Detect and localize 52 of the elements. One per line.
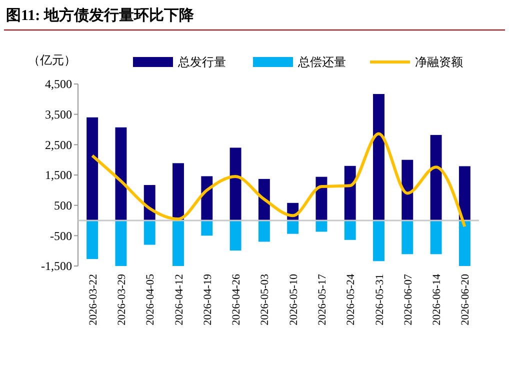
bar [230,148,242,220]
y-tick-label: 4,500 [45,77,72,92]
bar [316,176,328,220]
x-tick-label: 2026-05-24 [345,274,358,326]
y-tick-label: -1,500 [41,259,72,274]
bar [430,220,442,254]
bar [86,220,98,260]
bar [402,160,414,220]
bar [115,220,127,266]
bar [344,220,356,240]
bar [402,220,414,254]
bar [458,220,470,266]
x-tick-label: 2026-06-07 [402,274,414,326]
y-tick-label: 2,500 [45,138,72,152]
bar [144,220,156,245]
y-tick-label: 1,500 [45,168,72,182]
bar [115,127,127,220]
bar [230,220,242,251]
line-series [90,132,466,228]
bar [373,94,384,220]
x-tick-label: 2026-03-22 [87,274,100,326]
bar [86,117,98,220]
legend-label: 净融资额 [415,55,463,70]
bar [172,163,184,220]
x-tick-label: 2026-05-03 [259,274,272,326]
bar [287,220,299,234]
bar [344,166,356,220]
bar [258,220,270,242]
bar [430,134,442,220]
bar [201,176,213,220]
x-tick-label: 2026-05-31 [374,274,386,326]
x-tick-label: 2026-03-29 [116,274,128,326]
x-tick-label: 2026-05-10 [288,274,300,326]
x-tick-label: 2026-04-05 [144,274,157,326]
x-tick-label: 2026-04-12 [173,274,186,326]
chart-title: 图11: 地方债发行量环比下降 [6,6,195,24]
bar [258,178,270,220]
bar [458,166,470,220]
bar [172,220,184,266]
y-tick-label: 500 [54,198,72,213]
bar [201,220,213,236]
x-tick-label: 2026-04-26 [230,274,243,326]
legend-label: 总偿还量 [297,55,346,70]
x-tick-label: 2026-06-14 [431,274,444,326]
legend-label: 总发行量 [177,55,226,70]
x-tick-label: 2026-05-17 [316,274,328,326]
bar [373,220,384,262]
y-tick-label: -500 [50,228,72,243]
y-axis-title: （亿元） [28,53,76,67]
x-tick-label: 2026-06-20 [460,274,472,326]
x-tick-label: 2026-04-19 [202,274,214,326]
y-tick-label: 3,500 [45,108,72,122]
